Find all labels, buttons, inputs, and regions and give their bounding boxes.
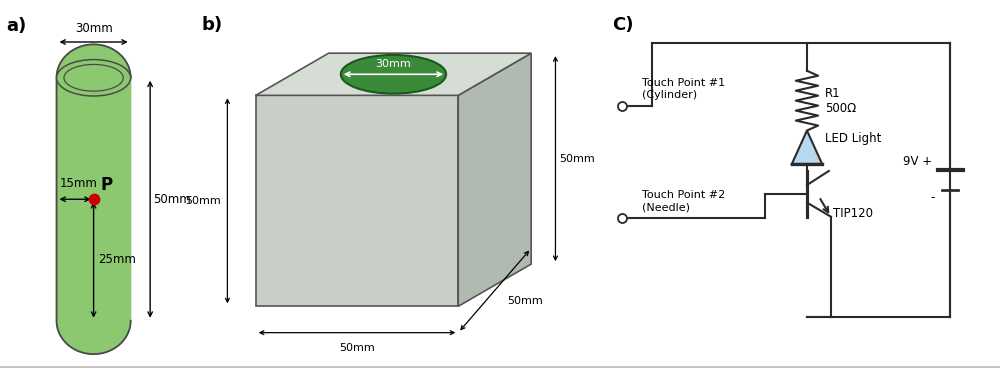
Text: P: P (100, 177, 113, 194)
Text: 15mm: 15mm (59, 177, 97, 190)
Text: Touch Point #1
(Cylinder): Touch Point #1 (Cylinder) (642, 78, 725, 99)
Ellipse shape (341, 55, 446, 94)
Text: 30mm: 30mm (376, 59, 411, 69)
Text: a): a) (6, 17, 26, 35)
Text: b): b) (201, 16, 222, 34)
Polygon shape (256, 53, 531, 95)
Text: 30mm: 30mm (75, 22, 112, 35)
Text: 50mm: 50mm (560, 154, 595, 164)
Text: 50mm: 50mm (186, 196, 221, 206)
Text: 25mm: 25mm (98, 254, 136, 266)
Polygon shape (256, 95, 458, 306)
Text: R1
500Ω: R1 500Ω (825, 87, 856, 115)
Text: TIP120: TIP120 (833, 207, 873, 220)
Text: Touch Point #2
(Needle): Touch Point #2 (Needle) (642, 190, 725, 212)
Text: 9V +: 9V + (903, 155, 932, 168)
Text: LED Light: LED Light (825, 132, 881, 145)
Text: -: - (931, 191, 935, 205)
Polygon shape (57, 45, 131, 354)
Polygon shape (792, 131, 822, 164)
Ellipse shape (57, 59, 131, 96)
Text: 50mm: 50mm (153, 193, 191, 206)
Text: 50mm: 50mm (339, 343, 375, 353)
Polygon shape (458, 53, 531, 306)
Text: 50mm: 50mm (507, 296, 543, 306)
Text: C): C) (612, 16, 633, 34)
